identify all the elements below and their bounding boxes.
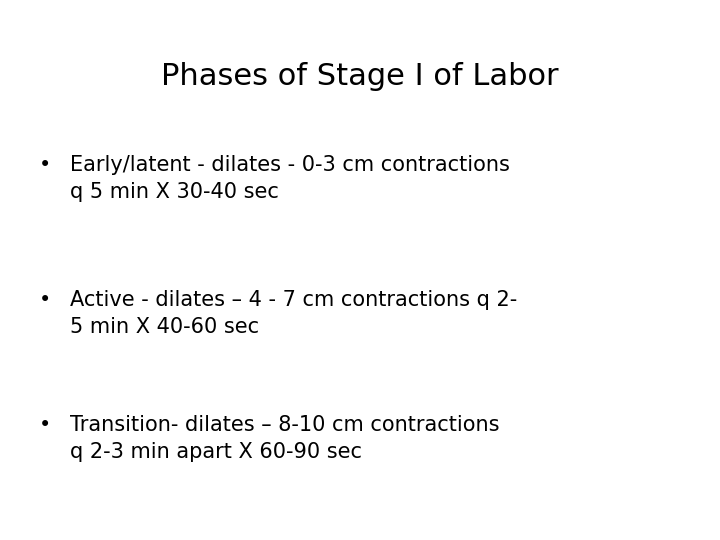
Text: Active - dilates – 4 - 7 cm contractions q 2-
5 min X 40-60 sec: Active - dilates – 4 - 7 cm contractions…	[70, 290, 517, 337]
Text: Transition- dilates – 8-10 cm contractions
q 2-3 min apart X 60-90 sec: Transition- dilates – 8-10 cm contractio…	[70, 415, 500, 462]
Text: •: •	[39, 415, 51, 435]
Text: Early/latent - dilates - 0-3 cm contractions
q 5 min X 30-40 sec: Early/latent - dilates - 0-3 cm contract…	[70, 155, 510, 202]
Text: •: •	[39, 290, 51, 310]
Text: •: •	[39, 155, 51, 175]
Text: Phases of Stage I of Labor: Phases of Stage I of Labor	[161, 62, 559, 91]
